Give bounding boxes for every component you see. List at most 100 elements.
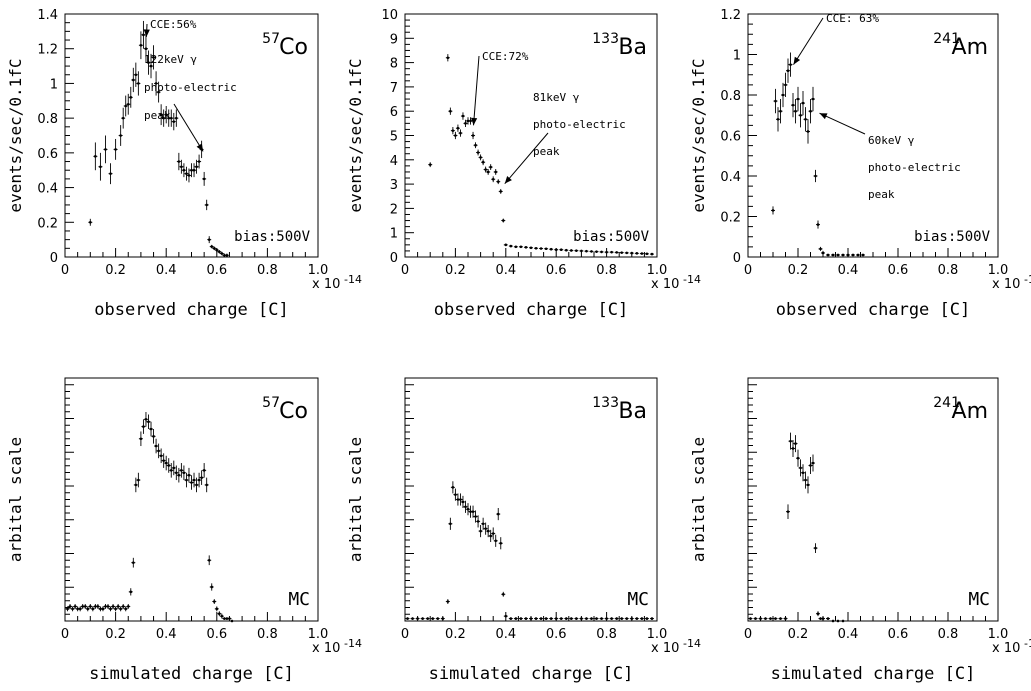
- data-point: [811, 454, 815, 472]
- data-point: [143, 34, 148, 63]
- y-tick-label: 1.2: [37, 43, 58, 58]
- data-point: [836, 253, 840, 257]
- data-point: [154, 71, 159, 96]
- data-point: [589, 617, 594, 620]
- data-point: [460, 112, 465, 120]
- data-point: [483, 166, 488, 173]
- x-tick-label: 0: [744, 627, 752, 642]
- data-point: [763, 617, 768, 620]
- data-point: [138, 31, 143, 60]
- data-point: [776, 107, 780, 132]
- data-point: [166, 458, 171, 473]
- panel-4: 0 0.2 0.4 0.6 0.8 1.0x 10 -14 simulated charge …: [6, 377, 362, 684]
- y-tick-label: 0.4: [720, 170, 741, 185]
- x-tick-label: 0.4: [838, 627, 859, 642]
- x-exponent-power: -14: [683, 273, 701, 286]
- data-point: [450, 481, 455, 494]
- data-point: [161, 109, 166, 127]
- y-axis-title: arbital scale: [689, 437, 708, 562]
- data-point: [559, 617, 564, 620]
- data-point: [488, 529, 493, 543]
- data-point: [445, 599, 450, 604]
- data-point: [518, 245, 523, 249]
- data-point: [133, 477, 138, 493]
- data-point: [783, 617, 788, 620]
- data-point: [103, 135, 108, 164]
- data-point: [488, 164, 493, 171]
- data-point: [106, 603, 111, 609]
- data-point: [149, 53, 154, 79]
- data-point: [224, 253, 229, 257]
- data-point: [448, 517, 453, 530]
- data-point: [473, 510, 478, 523]
- data-point: [217, 250, 222, 254]
- isotope-mass-number: 133: [592, 395, 619, 411]
- data-point: [159, 104, 164, 126]
- data-point: [133, 62, 138, 87]
- data-point: [554, 617, 559, 620]
- y-tick-label: 1: [390, 227, 398, 242]
- data-point: [229, 619, 234, 623]
- data-point: [574, 617, 579, 620]
- data-point: [498, 537, 503, 550]
- data-point: [186, 467, 191, 483]
- data-point: [192, 163, 197, 178]
- x-tick-label: 0: [61, 263, 69, 278]
- peak-arrow: [819, 112, 866, 135]
- data-point: [471, 505, 476, 518]
- data-point: [138, 431, 143, 447]
- data-point: [518, 617, 523, 620]
- y-tick-label: 8: [390, 57, 398, 72]
- peak-annotation-line: peak: [868, 188, 895, 201]
- data-point: [159, 448, 164, 464]
- isotope-symbol: Co: [279, 399, 308, 424]
- data-point: [604, 250, 609, 254]
- x-exponent-power: -14: [344, 273, 362, 286]
- corner-label: bias:500V: [573, 229, 649, 245]
- y-tick-label: 0: [50, 251, 58, 266]
- data-point: [619, 617, 624, 620]
- data-point: [460, 495, 465, 509]
- peak-annotation-line: 122keV γ: [144, 53, 197, 66]
- x-tick-label: 1.0: [988, 627, 1009, 642]
- data-point: [186, 168, 191, 183]
- x-tick-label: 0: [401, 627, 409, 642]
- data-point: [513, 245, 518, 249]
- data-point: [783, 72, 788, 98]
- data-point: [486, 169, 491, 175]
- data-point: [207, 555, 212, 566]
- data-point: [95, 603, 100, 609]
- x-tick-label: 0.8: [596, 627, 617, 642]
- data-point: [534, 246, 539, 250]
- data-point: [513, 617, 518, 620]
- panel-2: 0 0.2 0.4 0.6 0.8 1.0x 10 -14 0 1 2 3 4 5 6 7 8 9 10 obser…: [346, 8, 701, 320]
- x-axis-title: simulated charge [C]: [429, 664, 634, 684]
- x-exponent-label: x 10: [992, 277, 1020, 292]
- data-point: [788, 52, 793, 77]
- corner-label: MC: [627, 589, 649, 610]
- x-tick-label: 0.4: [156, 263, 177, 278]
- data-point: [748, 617, 753, 620]
- data-point: [458, 493, 463, 506]
- data-point: [806, 476, 810, 494]
- data-point: [141, 20, 146, 49]
- isotope-mass-number: 241: [933, 395, 960, 411]
- data-point: [415, 617, 420, 620]
- data-point: [778, 617, 783, 620]
- data-point: [146, 414, 151, 430]
- isotope-mass-number: 241: [933, 31, 960, 47]
- data-point: [481, 517, 486, 530]
- peak-annotation-line: photo-electric: [144, 81, 237, 94]
- data-point: [599, 617, 604, 620]
- data-point: [816, 220, 820, 229]
- corner-label: MC: [288, 589, 310, 610]
- data-point: [143, 412, 148, 427]
- data-point: [811, 86, 815, 112]
- isotope-mass-number: 57: [262, 31, 280, 47]
- data-point: [498, 188, 503, 194]
- data-point: [202, 171, 207, 186]
- data-point: [793, 435, 798, 453]
- data-point: [559, 248, 564, 252]
- data-point: [523, 245, 528, 249]
- y-tick-label: 6: [390, 105, 398, 120]
